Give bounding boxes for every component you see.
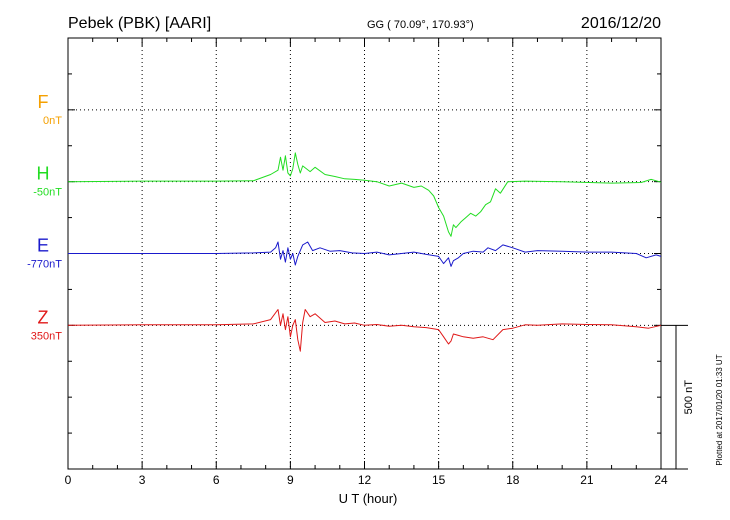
scale-bar-label: 500 nT [683, 380, 695, 415]
axis-ticks [67, 37, 662, 470]
x-tick-label: 9 [287, 473, 294, 487]
component-name-e: E [37, 236, 49, 256]
x-tick-label: 3 [139, 473, 146, 487]
station-title: Pebek (PBK) [AARI] [68, 15, 211, 32]
component-traces [67, 152, 662, 352]
x-tick-label: 18 [506, 473, 520, 487]
component-name-h: H [37, 164, 50, 184]
component-labels: F 0nT H -50nT E -770nT Z 350nT [27, 92, 62, 343]
x-tick-labels: 0 3 6 9 12 15 18 21 24 [65, 473, 668, 487]
plot-date: 2016/12/20 [581, 15, 661, 32]
x-tick-label: 12 [358, 473, 372, 487]
trace-z [67, 309, 662, 352]
plotted-timestamp: Plotted at 2017/01/20 01:33 UT [715, 354, 724, 465]
x-tick-label: 21 [580, 473, 594, 487]
component-baseline-e: -770nT [27, 259, 62, 271]
trace-h [67, 152, 662, 237]
station-coords: GG ( 70.09°, 170.93°) [367, 19, 474, 31]
scale-bar: 500 nT [661, 324, 695, 470]
x-tick-label: 0 [65, 473, 72, 487]
component-name-f: F [38, 92, 49, 112]
x-tick-label: 24 [654, 473, 668, 487]
x-tick-label: 6 [213, 473, 220, 487]
component-name-z: Z [38, 307, 49, 327]
component-baseline-h: -50nT [33, 187, 62, 199]
x-axis-label: U T (hour) [339, 491, 398, 506]
trace-e [68, 241, 662, 267]
component-baseline-f: 0nT [43, 115, 62, 127]
x-tick-label: 15 [432, 473, 446, 487]
component-baseline-z: 350nT [31, 330, 62, 342]
